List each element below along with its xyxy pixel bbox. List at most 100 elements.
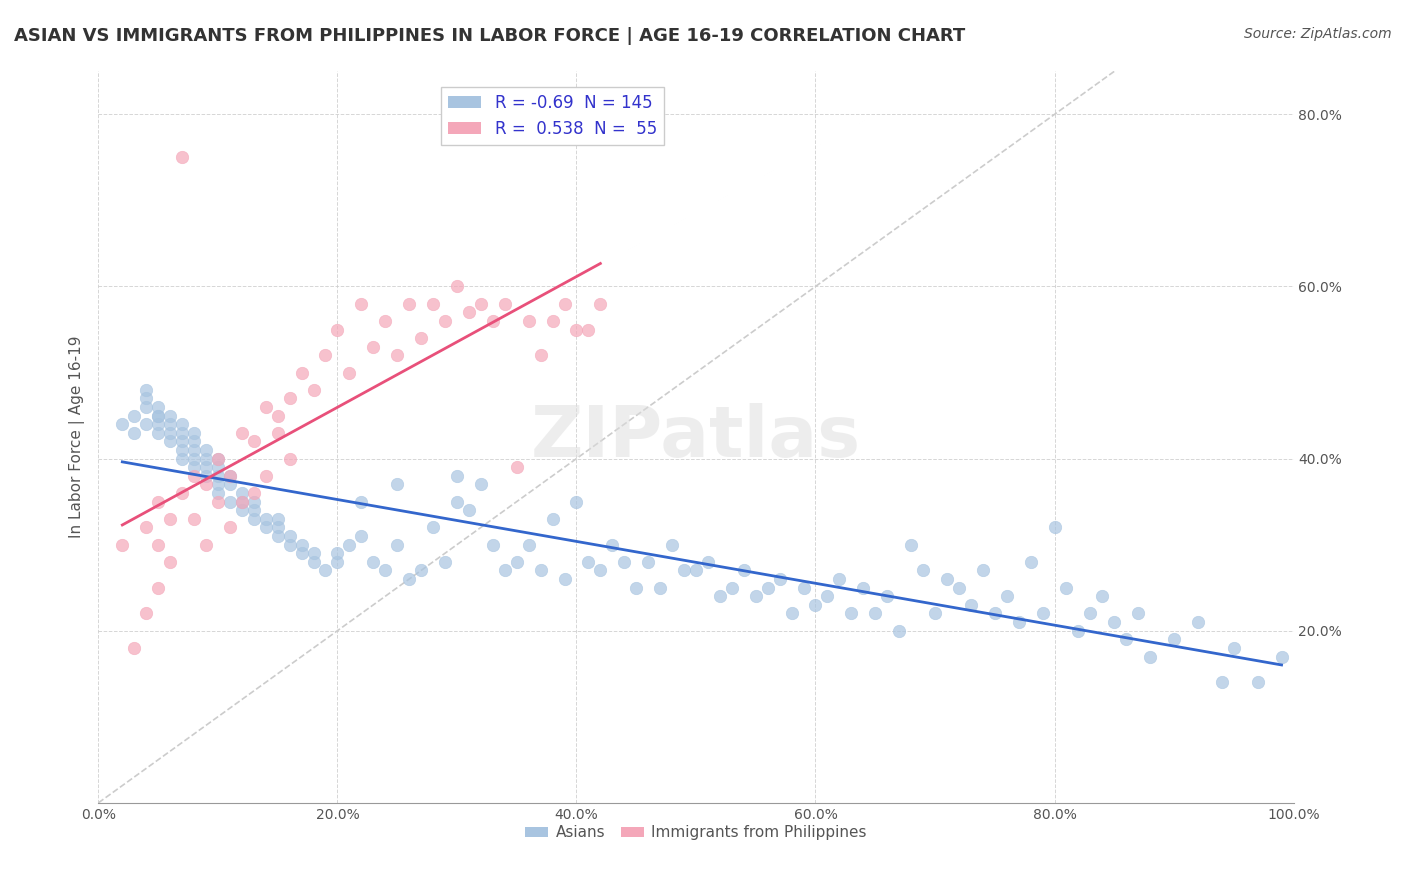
Point bbox=[195, 538, 218, 552]
Point bbox=[1056, 581, 1078, 595]
Point bbox=[1043, 520, 1066, 534]
Point bbox=[565, 322, 588, 336]
Point bbox=[148, 425, 170, 440]
Point bbox=[254, 512, 277, 526]
Point bbox=[815, 589, 838, 603]
Point bbox=[530, 348, 553, 362]
Point bbox=[302, 555, 325, 569]
Point bbox=[470, 477, 492, 491]
Point bbox=[517, 538, 540, 552]
Point bbox=[207, 486, 229, 500]
Point bbox=[1019, 555, 1042, 569]
Point bbox=[183, 468, 205, 483]
Y-axis label: In Labor Force | Age 16-19: In Labor Force | Age 16-19 bbox=[69, 335, 84, 539]
Point bbox=[207, 451, 229, 466]
Point bbox=[745, 589, 768, 603]
Point bbox=[315, 348, 337, 362]
Point bbox=[374, 314, 396, 328]
Point bbox=[1008, 615, 1031, 629]
Point bbox=[291, 538, 314, 552]
Point bbox=[172, 150, 194, 164]
Point bbox=[506, 555, 529, 569]
Point bbox=[685, 564, 707, 578]
Point bbox=[385, 477, 409, 491]
Text: Source: ZipAtlas.com: Source: ZipAtlas.com bbox=[1244, 27, 1392, 41]
Point bbox=[278, 392, 301, 406]
Point bbox=[124, 640, 146, 655]
Point bbox=[243, 503, 266, 517]
Point bbox=[709, 589, 731, 603]
Point bbox=[195, 442, 218, 457]
Point bbox=[254, 520, 277, 534]
Point bbox=[481, 538, 505, 552]
Point bbox=[219, 494, 242, 508]
Point bbox=[207, 477, 229, 491]
Point bbox=[637, 555, 659, 569]
Point bbox=[148, 409, 170, 423]
Point bbox=[148, 581, 170, 595]
Point bbox=[111, 417, 134, 432]
Point bbox=[195, 477, 218, 491]
Point bbox=[470, 296, 492, 310]
Legend: Asians, Immigrants from Philippines: Asians, Immigrants from Philippines bbox=[519, 819, 873, 847]
Point bbox=[1271, 649, 1294, 664]
Point bbox=[613, 555, 636, 569]
Point bbox=[135, 400, 157, 414]
Point bbox=[1067, 624, 1090, 638]
Point bbox=[148, 400, 170, 414]
Point bbox=[661, 538, 683, 552]
Point bbox=[1211, 675, 1233, 690]
Point bbox=[243, 512, 266, 526]
Point bbox=[254, 468, 277, 483]
Point bbox=[195, 451, 218, 466]
Point bbox=[1115, 632, 1137, 647]
Point bbox=[768, 572, 790, 586]
Point bbox=[1032, 607, 1054, 621]
Point bbox=[733, 564, 755, 578]
Point bbox=[148, 494, 170, 508]
Point bbox=[446, 494, 468, 508]
Point bbox=[231, 494, 253, 508]
Point bbox=[148, 417, 170, 432]
Point bbox=[517, 314, 540, 328]
Point bbox=[446, 468, 468, 483]
Point bbox=[446, 279, 468, 293]
Point bbox=[995, 589, 1018, 603]
Point bbox=[374, 564, 396, 578]
Point bbox=[219, 468, 242, 483]
Point bbox=[648, 581, 672, 595]
Point bbox=[494, 564, 516, 578]
Point bbox=[148, 538, 170, 552]
Point bbox=[350, 296, 373, 310]
Point bbox=[828, 572, 851, 586]
Point bbox=[458, 305, 481, 319]
Point bbox=[172, 442, 194, 457]
Point bbox=[385, 348, 409, 362]
Point bbox=[422, 520, 444, 534]
Point bbox=[195, 468, 218, 483]
Point bbox=[326, 555, 349, 569]
Point bbox=[267, 520, 290, 534]
Point bbox=[1223, 640, 1246, 655]
Point bbox=[219, 520, 242, 534]
Point bbox=[350, 494, 373, 508]
Point bbox=[876, 589, 898, 603]
Point bbox=[626, 581, 648, 595]
Point bbox=[183, 425, 205, 440]
Point bbox=[219, 468, 242, 483]
Point bbox=[231, 503, 253, 517]
Point bbox=[243, 486, 266, 500]
Point bbox=[339, 366, 361, 380]
Point bbox=[494, 296, 516, 310]
Point bbox=[434, 314, 457, 328]
Point bbox=[267, 409, 290, 423]
Point bbox=[481, 314, 505, 328]
Point bbox=[159, 512, 181, 526]
Point bbox=[780, 607, 803, 621]
Point bbox=[254, 400, 277, 414]
Point bbox=[363, 340, 385, 354]
Point bbox=[267, 425, 290, 440]
Point bbox=[756, 581, 779, 595]
Point bbox=[673, 564, 696, 578]
Point bbox=[541, 512, 564, 526]
